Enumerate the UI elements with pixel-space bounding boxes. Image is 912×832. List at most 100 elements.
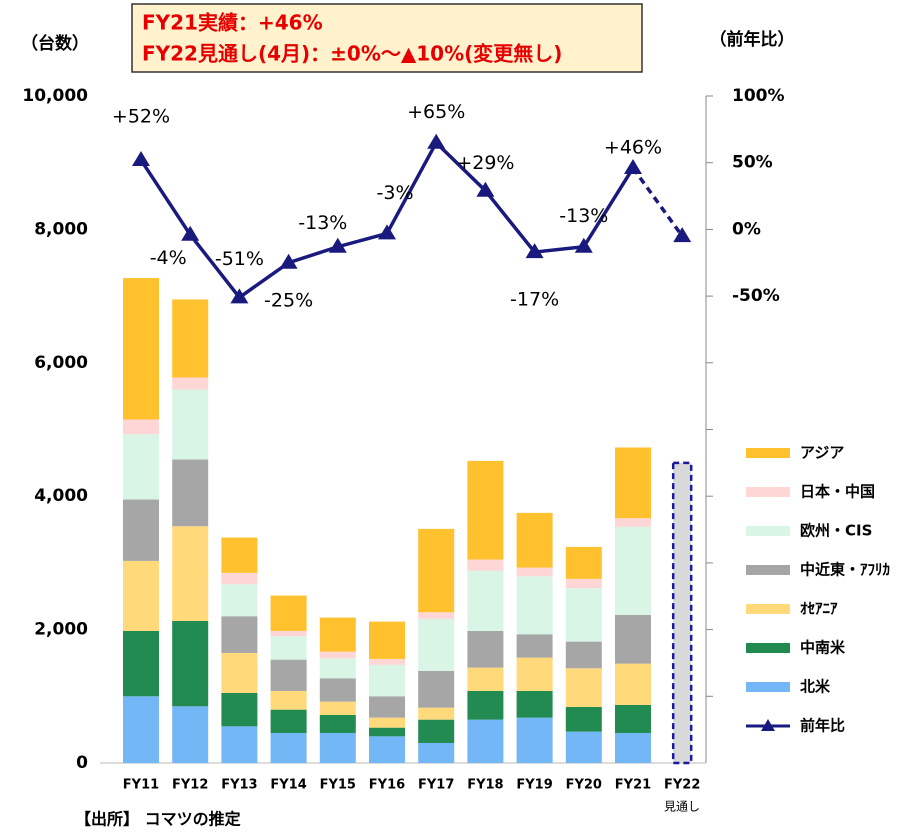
- bar-segment: [221, 572, 258, 585]
- bar-segment: [516, 512, 553, 568]
- bar-segment: [615, 518, 651, 527]
- bar-segment: [221, 537, 258, 573]
- line-marker: [476, 181, 495, 197]
- value-label: -51%: [215, 248, 264, 270]
- bar-segment: [516, 634, 553, 658]
- legend-swatch: [746, 565, 790, 575]
- line-marker: [328, 237, 347, 253]
- value-label: +52%: [112, 106, 170, 128]
- legend-swatch: [746, 487, 790, 497]
- y-tick-label: 0: [76, 753, 88, 773]
- bar-segment: [369, 658, 405, 665]
- bar-segment: [123, 434, 159, 500]
- bar-segment: [615, 447, 651, 519]
- x-tick-label: FY19: [516, 778, 552, 793]
- x-tick-label: FY12: [172, 778, 208, 793]
- bar-segment: [172, 706, 209, 763]
- y-tick-label: 10,000: [22, 86, 88, 106]
- bar-segment: [615, 526, 651, 615]
- bar-segment: [172, 620, 209, 707]
- bar-segment: [172, 389, 209, 460]
- bar-segment: [172, 526, 209, 621]
- x-tick-label: FY17: [418, 778, 454, 793]
- y-tick-label: 2,000: [34, 620, 88, 640]
- bar-segment: [270, 595, 307, 631]
- bar-segment: [123, 278, 159, 420]
- bar-segment: [270, 636, 307, 660]
- value-label: -17%: [510, 289, 559, 311]
- y2-tick-label: 50%: [732, 153, 773, 173]
- bar-segment: [369, 621, 405, 659]
- annotation-box: [131, 3, 643, 73]
- bar-segment: [615, 704, 651, 733]
- legend-label: 中近東・ｱﾌﾘｶ: [800, 561, 890, 579]
- bar-segment: [221, 726, 258, 763]
- bar-segment: [123, 560, 159, 631]
- bar-segment: [615, 732, 651, 763]
- y-tick-label: 4,000: [34, 486, 88, 506]
- bar-segment: [418, 612, 455, 619]
- line-marker: [181, 225, 200, 241]
- legend-swatch: [746, 643, 790, 653]
- legend-label: 欧州・CIS: [800, 522, 872, 540]
- bar-segment: [467, 630, 504, 668]
- bar-segment: [369, 664, 405, 697]
- line-marker: [427, 133, 446, 149]
- bar-segment: [418, 528, 455, 613]
- bar-segment: [369, 717, 405, 728]
- value-label: +46%: [604, 137, 662, 159]
- bar-segment: [615, 614, 651, 664]
- legend-label: 日本・中国: [800, 483, 875, 501]
- y2-tick-label: -50%: [732, 286, 780, 306]
- bar-segment: [418, 719, 455, 743]
- x-tick-label: FY16: [369, 778, 405, 793]
- bar-segment: [516, 717, 553, 763]
- bar-segment: [467, 667, 504, 691]
- value-label: -3%: [377, 182, 414, 204]
- line-marker: [279, 253, 298, 269]
- y2-tick-label: 0%: [732, 219, 761, 239]
- bar-segment: [467, 570, 504, 631]
- bar-segment: [565, 578, 602, 589]
- legend-marker: [761, 719, 775, 731]
- bar-segment: [123, 499, 159, 561]
- line-forecast: [631, 167, 684, 238]
- bar-segment: [467, 460, 504, 560]
- bar-segment: [270, 732, 307, 763]
- bar-segment: [172, 377, 209, 390]
- legend-swatch: [746, 526, 790, 536]
- legend-label: アジア: [800, 444, 844, 462]
- legend-label: ｵｾｱﾆｱ: [800, 600, 838, 618]
- x-tick-label: FY15: [320, 778, 356, 793]
- bar-segment: [221, 652, 258, 693]
- line-marker: [230, 288, 249, 304]
- bar-segment: [319, 617, 356, 652]
- bar-segment: [270, 630, 307, 637]
- forecast-note: 見通し: [664, 800, 700, 814]
- value-label: -13%: [298, 212, 347, 234]
- bar-segment: [369, 727, 405, 737]
- legend-label: 前年比: [800, 717, 845, 735]
- value-label: +29%: [456, 152, 514, 174]
- annotation: FY22見通し(4月)：±0%～▲10%(変更無し): [142, 42, 562, 66]
- bar-segment: [221, 616, 258, 653]
- y-tick-label: 8,000: [34, 219, 88, 239]
- bar-segment: [565, 546, 602, 579]
- x-tick-label: FY13: [221, 778, 257, 793]
- legend-swatch: [746, 448, 790, 458]
- bar-segment: [516, 690, 553, 718]
- bar-segment: [516, 567, 553, 577]
- y2-axis-label: （前年比）: [710, 29, 795, 50]
- legend-swatch: [746, 682, 790, 692]
- bar-segment: [319, 701, 356, 715]
- y-axis-label: （台数）: [21, 33, 89, 54]
- bar-segment: [319, 651, 356, 659]
- line-marker: [574, 237, 593, 253]
- x-tick-label: FY14: [270, 778, 306, 793]
- x-tick-label: FY21: [615, 778, 651, 793]
- bar-segment: [565, 706, 602, 732]
- line-marker: [525, 243, 544, 259]
- value-label: -13%: [559, 205, 608, 227]
- bar-segment: [565, 668, 602, 707]
